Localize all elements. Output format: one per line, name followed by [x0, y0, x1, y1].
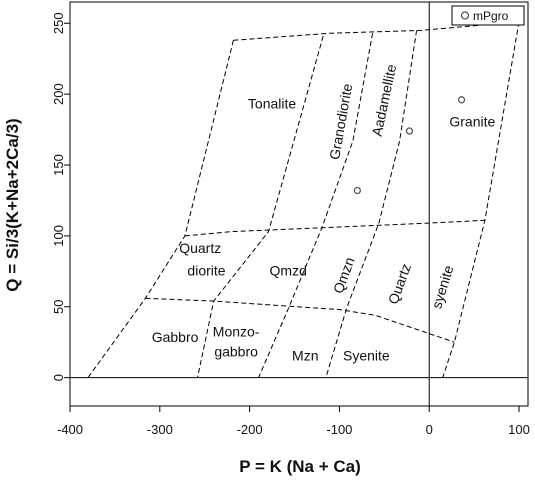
data-point: [457, 96, 466, 104]
field-label: Quartz: [179, 240, 221, 256]
field-label: Granite: [449, 114, 495, 130]
data-points: [353, 96, 466, 195]
data-point: [353, 186, 362, 195]
y-tick-label: 50: [51, 300, 66, 314]
field-label: diorite: [187, 263, 225, 279]
y-tick-label: 100: [51, 225, 66, 247]
data-point: [405, 127, 414, 135]
field-boundary-line: [258, 33, 374, 378]
legend: mPgro: [451, 5, 525, 26]
x-tick-label: -200: [237, 422, 263, 437]
y-tick-label: 200: [51, 83, 66, 105]
field-label: gabbro: [214, 343, 258, 359]
field-label: Gabbro: [152, 329, 199, 345]
legend-box: [451, 5, 525, 26]
legend-marker: [460, 11, 470, 20]
field-label: Syenite: [343, 348, 390, 364]
x-tick-label: -400: [57, 422, 83, 437]
field-label: Tonalite: [248, 95, 296, 111]
x-tick-label: -300: [147, 422, 173, 437]
field-boundary-line: [87, 40, 234, 378]
field-boundary-line: [233, 21, 520, 41]
x-tick-label: 100: [508, 422, 530, 437]
field-label: Mzn: [292, 348, 318, 364]
plot-area-frame: [69, 1, 529, 407]
axes: -400 -300 -200 -100 0 100 0 50 100 150 200 250: [51, 12, 530, 437]
field-label: Monzo-: [213, 324, 260, 340]
y-tick-label: 150: [51, 154, 66, 176]
y-tick-label: 0: [51, 374, 66, 381]
field-label: Qmzd: [270, 263, 307, 279]
x-tick-label: 0: [426, 422, 433, 437]
x-axis-label: P = K (Na + Ca): [239, 457, 361, 476]
field-boundary-line: [184, 219, 485, 237]
field-boundary-line: [325, 30, 418, 378]
field-boundary-line: [145, 297, 455, 343]
field-boundaries: [87, 21, 520, 378]
legend-entry: mPgro: [473, 9, 509, 23]
field-boundary-line: [442, 21, 520, 378]
reference-lines: [70, 2, 528, 406]
field-boundary-line: [197, 35, 324, 378]
y-axis-label: Q = Si/3(K+Na+2Ca/3): [3, 118, 22, 291]
x-tick-label: -100: [326, 422, 352, 437]
y-tick-label: 250: [51, 12, 66, 34]
